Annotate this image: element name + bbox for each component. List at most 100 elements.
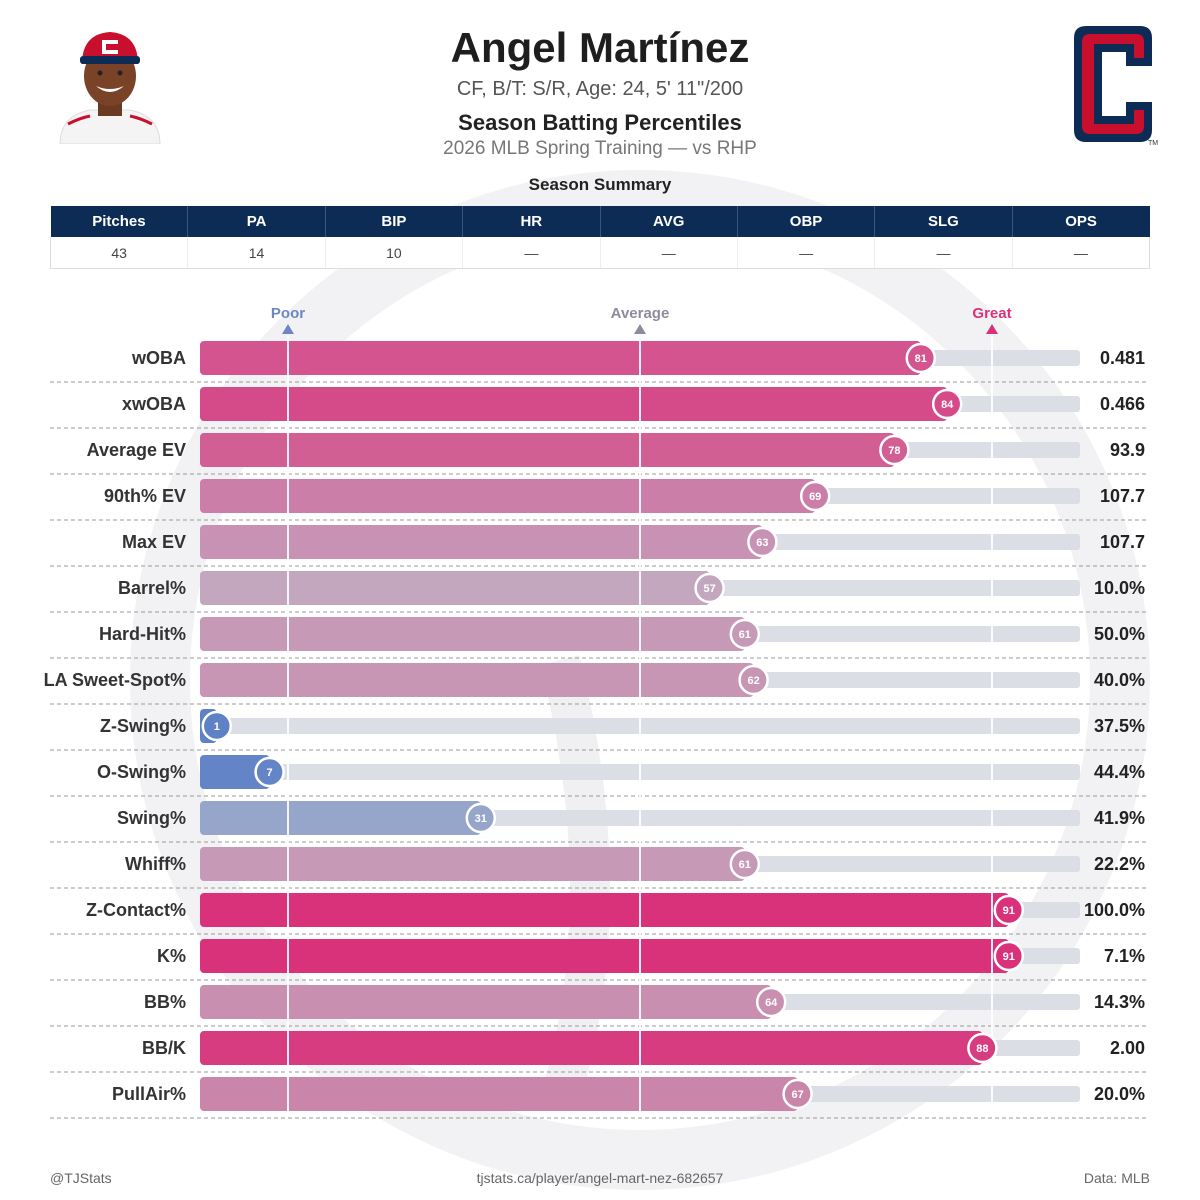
metric-value: 41.9% [1094, 808, 1145, 828]
summary-cell: — [600, 237, 738, 269]
report-context: 2026 MLB Spring Training — vs RHP [443, 138, 757, 159]
summary-cell: — [462, 237, 601, 269]
percentile-label: 1 [214, 721, 220, 733]
summary-title: Season Summary [528, 175, 672, 194]
svg-text:TM: TM [1148, 140, 1158, 146]
metric-value: 0.481 [1100, 348, 1145, 368]
percentile-bubble [993, 894, 1025, 926]
percentile-bubble [694, 572, 725, 604]
player-headshot-icon [59, 32, 161, 144]
percentile-bar-chart: wOBA 0.481 xwOBA 0.466 Average EV 93.9 90th% E… [44, 305, 1148, 1119]
metric-value: 0.466 [1100, 394, 1145, 414]
summary-col-header: HR [462, 206, 601, 237]
percentile-bubble [747, 526, 778, 558]
percentile-bar [200, 755, 270, 789]
percentile-label: 81 [915, 353, 927, 365]
summary-col-header: AVG [600, 206, 738, 237]
metric-value: 10.0% [1094, 578, 1145, 598]
percentile-bar [200, 801, 481, 835]
percentile-bubble [465, 802, 497, 834]
summary-cell: 43 [49, 237, 189, 269]
metric-label: Swing% [117, 808, 186, 828]
percentile-label: 91 [1003, 951, 1015, 963]
percentile-bar [200, 985, 772, 1019]
metric-value: 44.4% [1094, 762, 1145, 782]
summary-value-row: 43 14 10 — — — — — [49, 237, 1151, 269]
summary-col-header: SLG [874, 206, 1013, 237]
metric-label: Z-Contact% [86, 900, 186, 920]
player-name: Angel Martínez [450, 24, 750, 71]
percentile-bar [200, 341, 921, 375]
percentile-bar [200, 939, 1009, 973]
metric-value: 22.2% [1094, 854, 1145, 874]
metric-value: 107.7 [1100, 532, 1145, 552]
season-summary-table: Pitches PA BIP HR AVG OBP SLG OPS 43 14 … [49, 206, 1151, 269]
metric-value: 14.3% [1094, 992, 1145, 1012]
metric-label: Whiff% [125, 854, 186, 874]
percentile-bar [200, 847, 745, 881]
percentile-label: 63 [756, 537, 768, 549]
player-bio: CF, B/T: S/R, Age: 24, 5' 11"/200 [456, 78, 744, 100]
metric-label: LA Sweet-Spot% [44, 670, 186, 690]
percentile-bubble [967, 1032, 998, 1064]
summary-cell: — [737, 237, 876, 269]
metric-label: Average EV [87, 440, 186, 460]
percentile-bar [200, 663, 754, 697]
summary-col-header: Pitches [50, 206, 189, 237]
percentile-bubble [782, 1078, 813, 1110]
metric-label: O-Swing% [97, 762, 186, 782]
metric-label: Hard-Hit% [99, 624, 186, 644]
percentile-bubble [738, 664, 769, 696]
percentile-label: 62 [747, 675, 759, 687]
metric-value: 2.00 [1110, 1038, 1145, 1058]
summary-col-header: OPS [1012, 206, 1150, 237]
summary-cell: — [1012, 237, 1151, 269]
summary-header-row: Pitches PA BIP HR AVG OBP SLG OPS [50, 206, 1150, 237]
metric-label: BB% [144, 992, 186, 1012]
summary-col-header: PA [187, 206, 326, 237]
metric-value: 20.0% [1094, 1084, 1145, 1104]
footer-source: Data: MLB [1083, 1170, 1150, 1186]
percentile-label: 57 [703, 583, 715, 595]
metric-label: 90th% EV [104, 486, 186, 506]
metric-label: wOBA [131, 348, 186, 368]
percentile-label: 61 [739, 629, 751, 641]
percentile-label: 84 [941, 399, 954, 411]
reference-marker [634, 324, 646, 334]
metric-value: 40.0% [1094, 670, 1145, 690]
summary-cell: 10 [325, 237, 464, 269]
percentile-bar [200, 617, 745, 651]
percentile-bubble [729, 848, 761, 880]
metric-label: PullAir% [112, 1084, 186, 1104]
percentile-bubble [879, 434, 910, 466]
footer-url: tjstats.ca/player/angel-mart-nez-682657 [476, 1170, 724, 1186]
metric-label: Barrel% [118, 578, 186, 598]
percentile-bar [200, 571, 710, 605]
summary-cell: — [874, 237, 1013, 269]
metric-value: 50.0% [1094, 624, 1145, 644]
percentile-label: 69 [809, 491, 821, 503]
percentile-bubble [905, 342, 937, 374]
percentile-bar [200, 525, 763, 559]
percentile-label: 67 [791, 1089, 803, 1101]
report-title: Season Batting Percentiles [458, 110, 742, 135]
summary-col-header: BIP [325, 206, 464, 237]
percentile-label: 61 [739, 859, 751, 871]
reference-marker [282, 324, 294, 334]
metric-value: 7.1% [1104, 946, 1145, 966]
percentile-bubble [931, 388, 963, 420]
percentile-bubble [755, 986, 787, 1018]
reference-label: Poor [271, 305, 305, 322]
team-logo-c-icon: TM [1074, 26, 1158, 146]
percentile-bubble [993, 940, 1025, 972]
percentile-bubble [201, 710, 233, 742]
metric-label: Max EV [122, 532, 186, 552]
summary-col-header: OBP [737, 206, 876, 237]
metric-label: BB/K [142, 1038, 186, 1058]
percentile-bar [200, 1077, 798, 1111]
reference-label: Average [611, 305, 670, 322]
percentile-label: 88 [976, 1043, 988, 1055]
summary-cell: 14 [187, 237, 326, 269]
percentile-bar [200, 479, 816, 513]
percentile-bar [200, 387, 948, 421]
